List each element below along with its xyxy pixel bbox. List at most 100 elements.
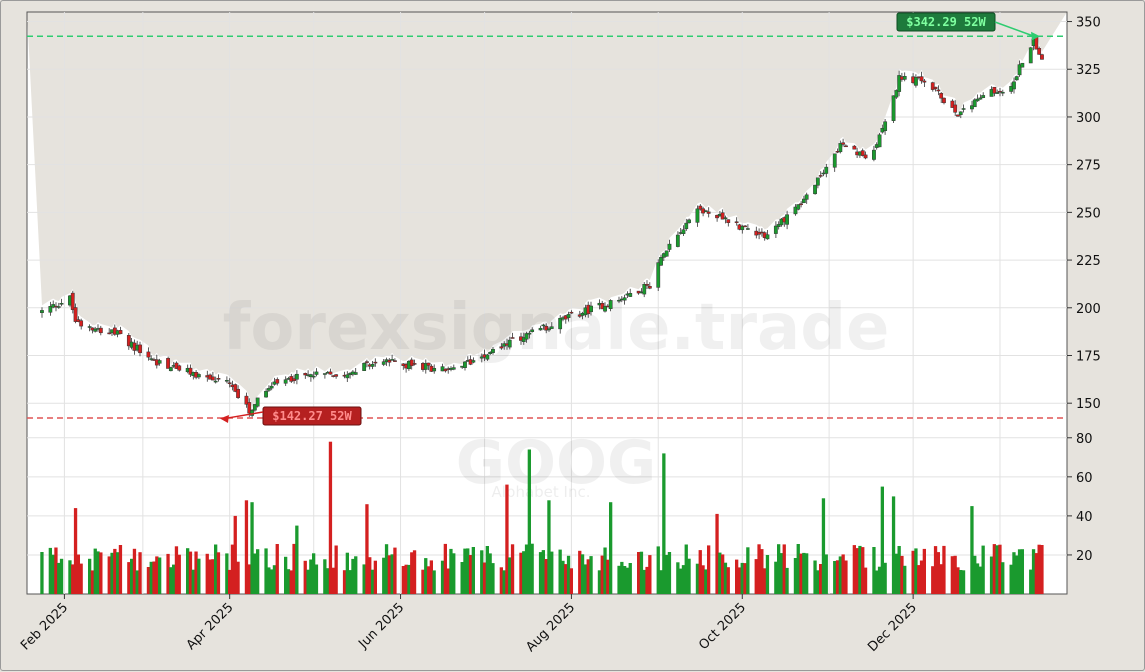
candle-body	[491, 348, 495, 353]
candle-body	[443, 368, 448, 372]
candle-body	[107, 332, 112, 335]
candle-body	[216, 378, 221, 380]
volume-bar	[236, 561, 240, 594]
candle-body	[776, 224, 781, 227]
volume-bar	[71, 564, 75, 594]
volume-bar	[917, 565, 921, 594]
date-tick-label: Dec 2025	[865, 600, 920, 655]
volume-bar	[152, 561, 156, 594]
candle-body	[196, 374, 201, 378]
price-tick-label: 325	[1076, 63, 1101, 78]
volume-bar	[426, 566, 431, 594]
volume-bar	[354, 556, 358, 594]
volume-bar	[903, 565, 907, 594]
volume-bar	[922, 548, 926, 594]
volume-bar	[819, 564, 823, 594]
volume-bar	[841, 554, 845, 594]
volume-bar	[116, 552, 120, 594]
volume-bar	[623, 566, 627, 594]
volume-bar	[264, 548, 268, 594]
candle-body	[813, 184, 817, 195]
candle-body	[59, 303, 64, 305]
volume-bar	[931, 566, 935, 594]
candle-body	[426, 362, 431, 366]
candle-body	[684, 222, 689, 230]
volume-bar	[861, 547, 865, 594]
volume-bar	[844, 560, 848, 594]
volume-bar	[79, 563, 83, 594]
volume-bar	[132, 548, 137, 594]
candle-body	[617, 299, 621, 302]
candle-body	[743, 225, 747, 228]
volume-bar	[342, 570, 347, 594]
volume-bar	[1040, 545, 1044, 594]
volume-bar	[639, 551, 644, 594]
volume-bar	[482, 562, 487, 594]
candle-body	[818, 175, 823, 177]
candle-body	[566, 314, 571, 318]
candle-body	[628, 293, 633, 297]
candle-body	[734, 221, 739, 223]
volume-bar	[110, 552, 114, 594]
candle-body	[177, 365, 182, 371]
volume-bar	[746, 547, 750, 594]
volume-bar	[146, 567, 151, 594]
volume-bar	[760, 549, 764, 594]
volume-bar	[186, 548, 190, 594]
candle-body	[863, 154, 868, 159]
volume-bar	[460, 562, 464, 594]
volume-bar	[989, 556, 994, 594]
volume-bar	[662, 453, 666, 594]
volume-bar	[950, 556, 954, 594]
candle-body	[891, 95, 896, 121]
volume-bar	[757, 544, 761, 594]
volume-bar	[715, 513, 719, 594]
volume-bar	[368, 557, 372, 594]
volume-bar	[740, 562, 744, 594]
candle-body	[98, 327, 103, 334]
volume-bar	[113, 548, 117, 594]
candle-body	[541, 324, 546, 327]
candle-body	[440, 366, 445, 372]
volume-bar	[959, 570, 963, 594]
low-tag-box	[262, 406, 362, 426]
candle-body	[992, 86, 997, 94]
price-tick-label: 200	[1076, 302, 1101, 317]
volume-bar	[701, 565, 705, 594]
candle-body	[589, 305, 593, 313]
volume-bar	[625, 567, 630, 594]
candle-body	[463, 361, 467, 368]
volume-bar	[973, 555, 977, 594]
volume-bar	[656, 546, 660, 594]
volume-bar	[942, 545, 946, 594]
candle-body	[1020, 62, 1025, 68]
volume-bar	[306, 569, 310, 594]
volume-bar	[782, 544, 786, 594]
volume-tick-label: 60	[1076, 471, 1093, 486]
volume-bar	[586, 559, 590, 594]
candle-body	[656, 262, 661, 288]
volume-bar	[331, 567, 335, 594]
date-tick-label: Jun 2025	[355, 600, 407, 652]
volume-bar	[404, 564, 408, 594]
volume-bar	[270, 569, 274, 594]
volume-bar	[314, 564, 319, 594]
candle-body	[919, 76, 924, 82]
volume-bar	[707, 545, 711, 594]
price-tick-label: 275	[1076, 159, 1101, 174]
candle-body	[703, 210, 708, 212]
volume-bar	[877, 566, 882, 594]
volume-bar	[580, 554, 585, 594]
candle-body	[642, 284, 647, 295]
volume-bar	[763, 568, 767, 594]
volume-bar	[956, 567, 960, 594]
volume-bar	[138, 552, 142, 594]
volume-bar	[197, 558, 201, 594]
volume-bar	[177, 554, 181, 594]
candle-body	[799, 203, 803, 205]
volume-bar	[158, 557, 162, 594]
volume-bar	[309, 559, 313, 594]
volume-bar	[93, 548, 97, 594]
candle-body	[303, 373, 308, 376]
